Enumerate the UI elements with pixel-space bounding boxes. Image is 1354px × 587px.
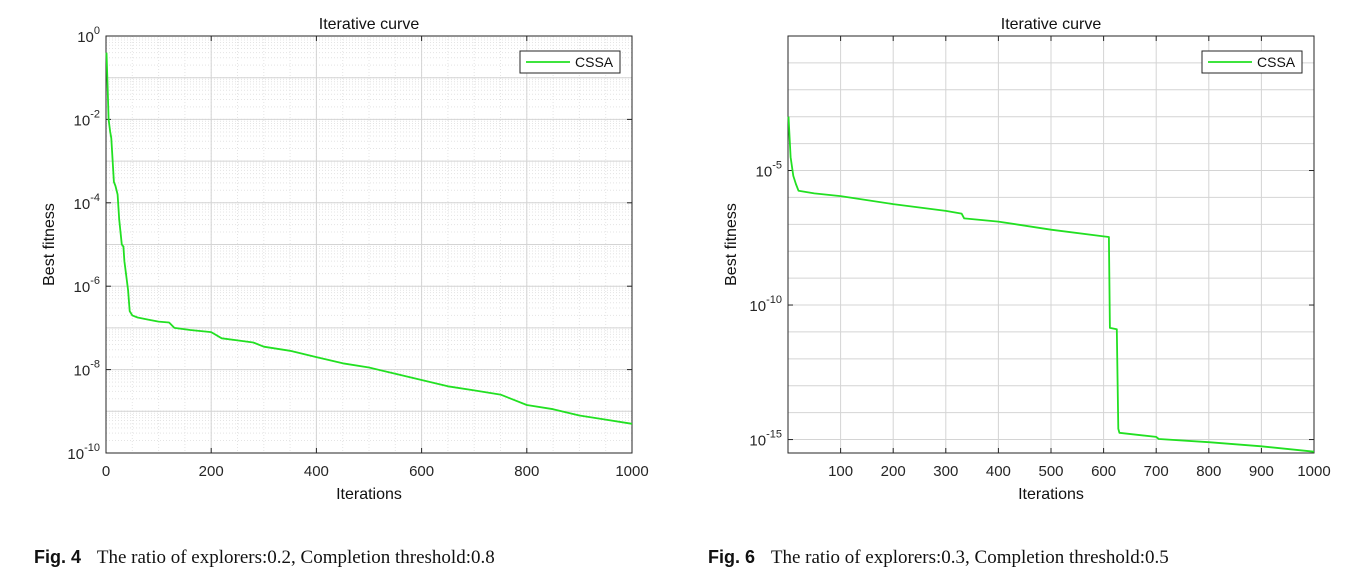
x-tick-label: 600 [409, 463, 434, 480]
x-tick-label: 200 [881, 463, 906, 480]
x-tick-label: 1000 [615, 463, 648, 480]
x-tick-label: 200 [199, 463, 224, 480]
y-axis-label: Best fitness [41, 203, 58, 286]
y-axis-label: Best fitness [723, 203, 740, 286]
caption-text: The ratio of explorers:0.3, Completion t… [770, 547, 1169, 568]
legend-label: CSSA [1257, 54, 1296, 70]
y-tick-label: 10-5 [756, 160, 782, 181]
caption-text: The ratio of explorers:0.2, Completion t… [96, 547, 495, 568]
axes-box [105, 35, 633, 454]
x-tick-label: 1000 [1297, 463, 1330, 480]
caption-label: Fig. 6 [708, 547, 756, 567]
x-tick-label: 900 [1249, 463, 1274, 480]
y-tick-label: 10-4 [74, 192, 100, 213]
x-tick-label: 300 [933, 463, 958, 480]
y-tick-label: 100 [77, 25, 100, 46]
series-line-cssa [105, 52, 633, 425]
chart-title: Iterative curve [1001, 16, 1102, 33]
chart-fig4: 0 200 400 600 800 1000 100 10-2 10-4 10-6 10-8 10-1… [41, 16, 649, 503]
x-tick-label: 600 [1091, 463, 1116, 480]
y-tick-label: 10-2 [74, 108, 100, 129]
series-line-cssa [787, 116, 1315, 453]
x-tick-label: 400 [986, 463, 1011, 480]
chart-title: Iterative curve [319, 16, 420, 33]
x-tick-label: 700 [1144, 463, 1169, 480]
x-tick-label: 0 [102, 463, 110, 480]
x-tick-label: 100 [828, 463, 853, 480]
x-axis-label: Iterations [1018, 486, 1084, 503]
figure-caption-6: Fig. 6 The ratio of explorers:0.3, Compl… [708, 547, 1169, 569]
chart-fig6: 100 200 300 400 500 600 700 800 900 1000 10-5 10-10… [723, 16, 1331, 503]
x-tick-label: 800 [1196, 463, 1221, 480]
y-tick-label: 10-6 [74, 275, 100, 296]
legend-label: CSSA [575, 54, 614, 70]
y-tick-label: 10-8 [74, 359, 100, 380]
figure-caption-4: Fig. 4 The ratio of explorers:0.2, Compl… [34, 547, 495, 569]
caption-label: Fig. 4 [34, 547, 82, 567]
x-tick-label: 800 [514, 463, 539, 480]
x-tick-label: 500 [1038, 463, 1063, 480]
y-tick-label: 10-10 [749, 294, 782, 315]
x-axis-label: Iterations [336, 486, 402, 503]
x-tick-label: 400 [304, 463, 329, 480]
y-tick-label: 10-10 [67, 442, 100, 463]
y-tick-label: 10-15 [749, 429, 782, 450]
